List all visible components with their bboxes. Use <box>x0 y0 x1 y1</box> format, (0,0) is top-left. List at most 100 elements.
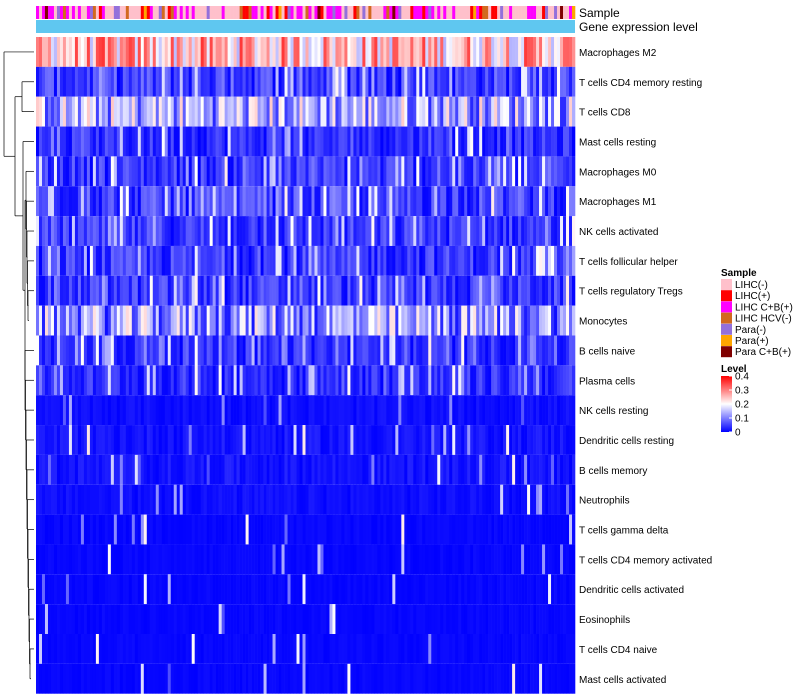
heatmap-cell <box>281 156 285 187</box>
heatmap-cell <box>317 275 321 306</box>
heatmap-cell <box>155 544 160 575</box>
heatmap-cell <box>494 305 498 336</box>
heatmap-cell <box>134 275 139 306</box>
heatmap-cell <box>98 245 103 276</box>
heatmap-cell <box>395 37 399 67</box>
heatmap-cell <box>515 454 519 485</box>
heatmap-cell <box>80 216 85 246</box>
heatmap-cell <box>191 275 195 306</box>
heatmap-cell <box>191 395 195 426</box>
heatmap-cell <box>455 544 459 575</box>
heatmap-cell <box>116 604 121 634</box>
heatmap-cell <box>53 156 58 187</box>
heatmap-cell <box>554 186 558 217</box>
heatmap-cell <box>245 425 249 455</box>
heatmap-cell <box>281 126 285 157</box>
heatmap-cell <box>125 574 130 605</box>
heatmap-cell <box>437 37 441 67</box>
heatmap-cell <box>284 66 288 97</box>
heatmap-cell <box>194 335 198 366</box>
heatmap-cell <box>422 514 426 545</box>
heatmap-cell <box>134 514 139 545</box>
heatmap-cell <box>155 425 160 455</box>
heatmap-cell <box>512 305 516 336</box>
heatmap-cell <box>200 245 204 276</box>
heatmap-cell <box>446 275 450 306</box>
heatmap-cell <box>317 544 321 575</box>
heatmap-cell <box>383 425 387 455</box>
heatmap-cell <box>401 66 405 97</box>
heatmap-cell <box>143 425 148 455</box>
heatmap-cell <box>122 335 127 366</box>
heatmap-cell <box>119 126 124 157</box>
heatmap-cell <box>473 395 477 426</box>
heatmap-cell <box>296 395 300 426</box>
heatmap-cell <box>512 454 516 485</box>
heatmap-cell <box>338 395 342 426</box>
row-label: Neutrophils <box>579 496 630 507</box>
heatmap-cell <box>392 245 396 276</box>
heatmap-cell <box>290 574 294 605</box>
heatmap-cell <box>530 604 534 634</box>
heatmap-cell <box>524 275 528 306</box>
heatmap-cell <box>227 484 231 515</box>
heatmap-cell <box>269 275 273 306</box>
heatmap-cell <box>548 454 552 485</box>
heatmap-cell <box>263 544 267 575</box>
heatmap-cell <box>410 96 414 127</box>
heatmap-cell <box>326 216 330 246</box>
heatmap-cell <box>290 96 294 127</box>
heatmap-cell <box>36 216 40 246</box>
row-label: Macrophages M0 <box>579 167 657 178</box>
heatmap-cell <box>119 275 124 306</box>
heatmap-cell <box>443 66 447 97</box>
heatmap-cell <box>167 37 172 67</box>
heatmap-cell <box>470 663 474 694</box>
sample-cell <box>572 6 576 19</box>
heatmap-cell <box>161 425 166 455</box>
heatmap-cell <box>431 245 435 276</box>
heatmap-cell <box>230 216 234 246</box>
heatmap-cell <box>392 186 396 217</box>
heatmap-cell <box>47 96 52 127</box>
heatmap-cell <box>371 663 375 694</box>
heatmap-cell <box>503 335 507 366</box>
heatmap-cell <box>347 544 351 575</box>
heatmap-cell <box>218 454 222 485</box>
heatmap-cell <box>560 275 564 306</box>
heatmap-cell <box>455 66 459 97</box>
heatmap-cell <box>425 335 429 366</box>
heatmap-cell <box>431 484 435 515</box>
heatmap-cell <box>275 663 279 694</box>
heatmap-cell <box>125 126 130 157</box>
heatmap-cell <box>194 663 198 694</box>
heatmap-cell <box>230 156 234 187</box>
heatmap-cell <box>284 604 288 634</box>
heatmap-cell <box>437 365 441 396</box>
heatmap-cell <box>173 395 178 426</box>
heatmap-cell <box>266 245 270 276</box>
heatmap-cell <box>302 37 306 67</box>
heatmap-cell <box>236 454 240 485</box>
heatmap-cell <box>350 96 354 127</box>
heatmap-cell <box>314 604 318 634</box>
heatmap-cell <box>365 604 369 634</box>
heatmap-cell <box>398 663 402 694</box>
heatmap-cell <box>59 365 64 396</box>
heatmap-cell <box>332 395 336 426</box>
heatmap-cell <box>56 305 61 336</box>
heatmap-cell <box>542 156 546 187</box>
heatmap-cell <box>197 425 201 455</box>
heatmap-cell <box>443 574 447 605</box>
heatmap-cell <box>140 126 145 157</box>
heatmap-cell <box>521 245 525 276</box>
heatmap-cell <box>542 275 546 306</box>
heatmap-cell <box>563 156 567 187</box>
heatmap-cell <box>359 634 363 664</box>
heatmap-cell <box>542 335 546 366</box>
heatmap-cell <box>149 335 154 366</box>
heatmap-cell <box>173 186 178 217</box>
heatmap-cell <box>401 634 405 664</box>
heatmap-cell <box>293 544 297 575</box>
heatmap-cell <box>500 216 504 246</box>
